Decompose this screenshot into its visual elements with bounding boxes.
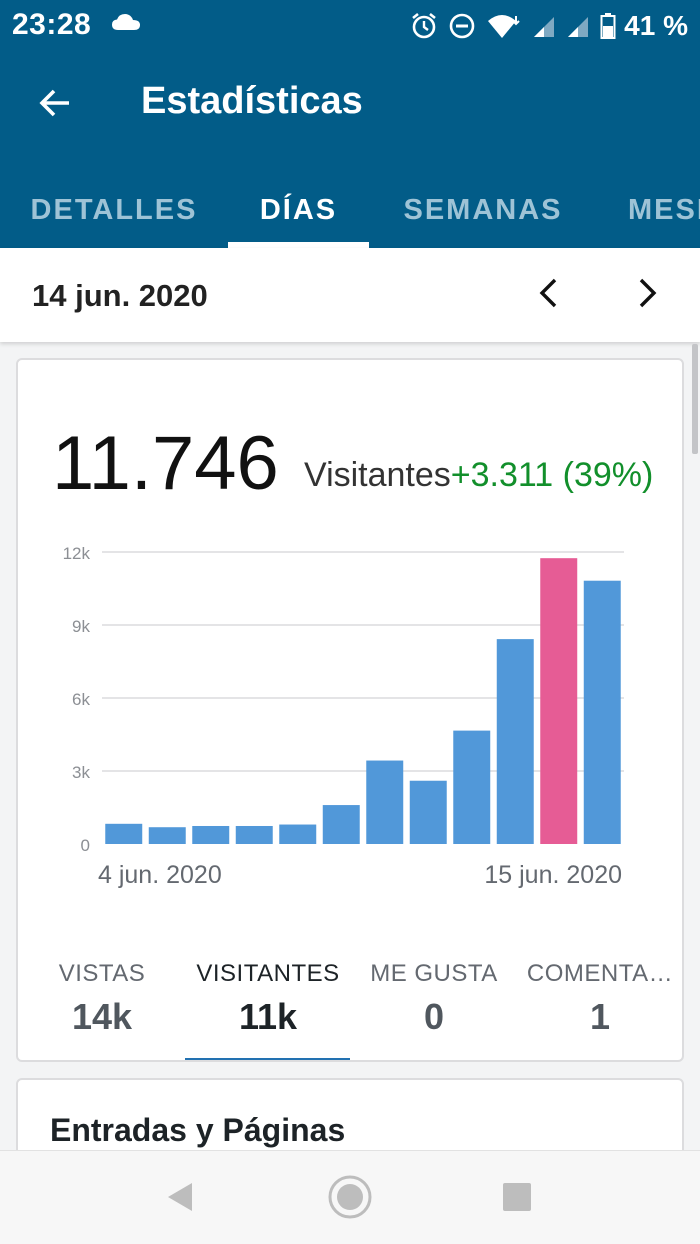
- stat-tab-me-gusta[interactable]: ME GUSTA 0: [351, 960, 517, 1060]
- chart-bar: [192, 825, 230, 844]
- system-home-button[interactable]: [326, 1175, 374, 1223]
- battery-icon: [600, 12, 616, 40]
- x-end-label: 15 jun. 2020: [484, 861, 622, 889]
- signal-icon: [532, 13, 556, 39]
- stat-label: ME GUSTA: [370, 960, 498, 987]
- chart-bar: [366, 760, 404, 844]
- wifi-icon: [486, 12, 522, 40]
- stat-label: VISTAS: [58, 960, 146, 987]
- selected-date: 14 jun. 2020: [32, 278, 208, 313]
- stats-card: 11.746 Visitantes+3.311 (39%) 0 3k 6k 9k 12k…: [16, 358, 684, 1062]
- stat-label: VISITANTES: [196, 960, 340, 987]
- stat-value: 1: [589, 996, 611, 1037]
- app-bar: Estadísticas DETALLES DÍAS SEMANAS MESES: [0, 52, 700, 248]
- chart-bar: [583, 580, 621, 844]
- chart-bar: [409, 780, 447, 844]
- period-tabs: DETALLES DÍAS SEMANAS MESES: [0, 172, 700, 248]
- recents-square-icon: [502, 1182, 532, 1217]
- chevron-left-icon: [537, 277, 561, 314]
- status-time: 23:28: [12, 8, 92, 41]
- chart-bar: [105, 823, 143, 844]
- summary-label: Visitantes: [304, 456, 451, 494]
- chevron-right-icon: [635, 277, 659, 314]
- y-tick-label: 12k: [63, 544, 91, 563]
- stat-tab-visitantes[interactable]: VISITANTES 11k: [185, 960, 351, 1060]
- signal-icon: [566, 13, 590, 39]
- system-recents-button[interactable]: [493, 1175, 541, 1223]
- next-date-button[interactable]: [624, 272, 670, 318]
- x-start-label: 4 jun. 2020: [98, 861, 222, 889]
- chart-bar: [279, 824, 317, 844]
- summary-label-line: Visitantes+3.311 (39%): [304, 456, 653, 495]
- do-not-disturb-icon: [448, 12, 476, 40]
- date-bar: 14 jun. 2020: [0, 248, 700, 342]
- cloud-icon: [111, 12, 141, 37]
- back-triangle-icon: [165, 1181, 195, 1218]
- stat-tab-indicator: [185, 1058, 350, 1060]
- tab-detalles[interactable]: DETALLES: [30, 193, 198, 226]
- tab-semanas[interactable]: SEMANAS: [403, 193, 563, 226]
- stat-label: COMENTA…: [526, 960, 674, 987]
- summary-value: 11.746: [52, 421, 279, 506]
- y-tick-label: 6k: [72, 690, 90, 709]
- home-circle-icon: [327, 1174, 373, 1225]
- chart-bar-selected: [540, 558, 578, 844]
- visitors-bar-chart: 0 3k 6k 9k 12k 4 jun. 2020 15 jun. 2020: [63, 544, 624, 889]
- tab-meses[interactable]: MESES: [628, 193, 700, 226]
- stat-tab-comentarios[interactable]: COMENTA… 1: [517, 960, 682, 1060]
- y-tick-label: 9k: [72, 617, 90, 636]
- arrow-back-icon: [38, 86, 72, 125]
- summary-change: +3.311 (39%): [450, 456, 654, 494]
- chart-bar: [148, 827, 186, 844]
- tab-indicator: [228, 242, 369, 248]
- status-bar: 23:28 41 %: [0, 0, 700, 52]
- stat-value: 11k: [238, 996, 298, 1037]
- back-button[interactable]: [32, 82, 78, 128]
- previous-date-button[interactable]: [526, 272, 572, 318]
- chart-bar: [322, 805, 360, 844]
- y-tick-label: 0: [81, 836, 90, 855]
- chart-bar: [235, 825, 273, 844]
- system-back-button[interactable]: [156, 1175, 204, 1223]
- stat-value: 0: [423, 996, 445, 1037]
- scrollbar[interactable]: [692, 344, 698, 454]
- y-tick-label: 3k: [72, 763, 90, 782]
- chart-bar: [453, 730, 491, 844]
- page-title: Estadísticas: [141, 80, 363, 122]
- system-nav-bar: [0, 1150, 700, 1244]
- tab-dias[interactable]: DÍAS: [259, 193, 338, 226]
- alarm-icon: [410, 12, 438, 40]
- posts-pages-title: Entradas y Páginas: [50, 1112, 346, 1148]
- battery-percent: 41 %: [624, 10, 688, 41]
- chart-bar: [496, 639, 534, 844]
- stat-tab-vistas[interactable]: VISTAS 14k: [19, 960, 185, 1060]
- stat-value: 14k: [71, 996, 133, 1037]
